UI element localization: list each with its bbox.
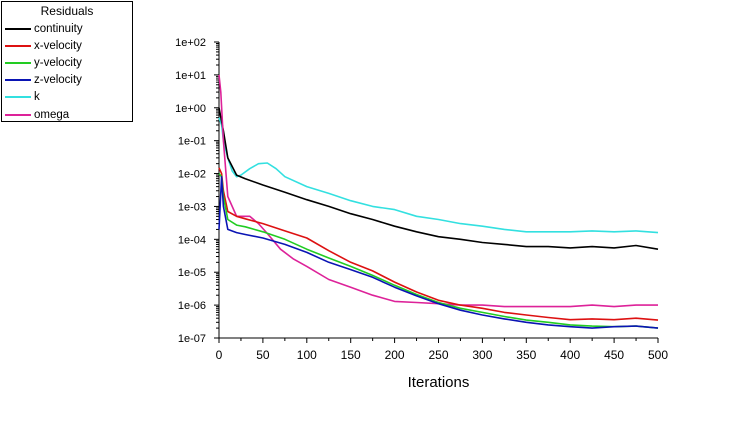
- x-tick-label: 400: [560, 348, 580, 362]
- series-line-z-velocity: [218, 175, 659, 329]
- x-tick-label: 300: [472, 348, 492, 362]
- series-line-k: [218, 117, 659, 234]
- x-tick-label: 150: [341, 348, 361, 362]
- series-line-omega: [218, 74, 658, 308]
- legend-swatch: [5, 96, 31, 99]
- legend-label: y-velocity: [34, 56, 82, 69]
- legend-title: Residuals: [40, 4, 94, 18]
- x-axis-label: Iterations: [408, 374, 470, 391]
- legend-item-continuity: continuity: [2, 20, 132, 37]
- legend-item-x-velocity: x-velocity: [2, 37, 132, 54]
- legend-item-z-velocity: z-velocity: [2, 72, 132, 89]
- y-tick-label: 1e+02: [175, 37, 206, 49]
- y-tick-label: 1e+00: [175, 103, 206, 115]
- y-tick-label: 1e-01: [178, 136, 206, 148]
- legend-item-omega: omega: [2, 106, 132, 123]
- legend-label: omega: [34, 108, 70, 121]
- legend-label: k: [34, 91, 40, 104]
- series-line-continuity: [218, 107, 659, 250]
- legend-label: x-velocity: [34, 39, 82, 52]
- x-tick-label: 0: [216, 348, 223, 362]
- legend-swatch: [5, 44, 31, 47]
- y-tick-label: 1e-06: [178, 300, 206, 312]
- y-tick-label: 1e-03: [178, 201, 206, 213]
- legend: Residuals continuity x-velocity y-velocity…: [1, 1, 133, 122]
- x-tick-label: 350: [516, 348, 536, 362]
- legend-swatch: [5, 79, 31, 82]
- legend-label: continuity: [34, 22, 83, 35]
- x-tick-label: 50: [256, 348, 270, 362]
- x-tick-label: 100: [297, 348, 317, 362]
- x-tick-label: 200: [385, 348, 405, 362]
- series-line-y-velocity: [218, 173, 659, 329]
- legend-item-k: k: [2, 89, 132, 106]
- x-tick-label: 500: [648, 348, 668, 362]
- y-tick-label: 1e-04: [178, 234, 206, 246]
- legend-swatch: [5, 113, 31, 116]
- series-line-x-velocity: [218, 167, 659, 321]
- y-tick-label: 1e-02: [178, 169, 206, 181]
- legend-swatch: [5, 61, 31, 64]
- y-tick-label: 1e-07: [178, 333, 206, 345]
- legend-label: z-velocity: [34, 74, 82, 87]
- legend-item-y-velocity: y-velocity: [2, 54, 132, 71]
- y-tick-label: 1e-05: [178, 267, 206, 279]
- y-tick-label: 1e+01: [175, 70, 206, 82]
- x-tick-label: 250: [428, 348, 448, 362]
- legend-swatch: [5, 27, 31, 30]
- x-tick-label: 450: [604, 348, 624, 362]
